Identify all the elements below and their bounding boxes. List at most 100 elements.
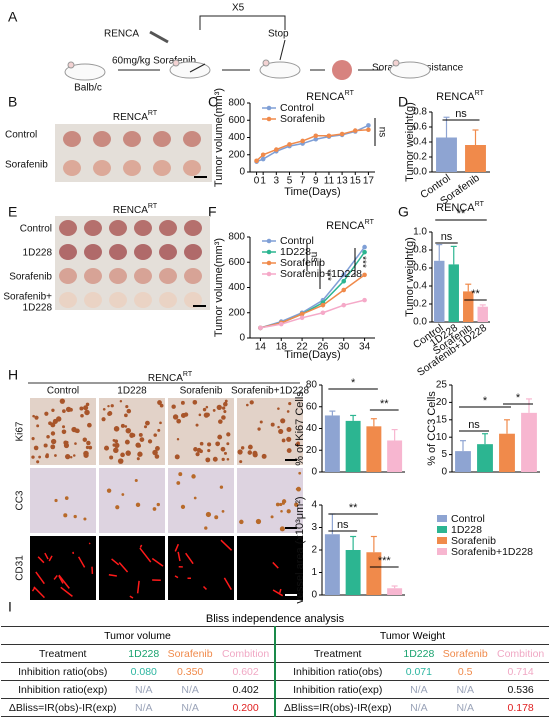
table-cell: N/A [163, 680, 218, 699]
stained-cell [176, 437, 180, 441]
title-text: RENCA [326, 220, 365, 232]
significance: * [516, 392, 521, 404]
table-cell: 0.402 [217, 680, 275, 699]
stained-cell [43, 443, 48, 448]
stained-cell [137, 451, 143, 457]
stained-cell [252, 452, 258, 458]
stained-cell [226, 432, 231, 437]
stained-cell [277, 425, 280, 429]
stained-cell [157, 400, 162, 405]
title-superscript: RT [345, 90, 355, 97]
tumor [159, 244, 177, 260]
stained-cell [296, 486, 301, 492]
data-point [341, 278, 347, 284]
tumor [134, 220, 152, 236]
stained-cell [33, 445, 39, 451]
stained-cell [44, 411, 49, 416]
table-cell: N/A [438, 680, 493, 699]
stained-cell [279, 502, 283, 507]
bar [477, 306, 488, 322]
stained-cell [125, 427, 132, 434]
row-label: 1D228 [23, 248, 53, 259]
stained-cell [124, 413, 128, 418]
tumor [134, 244, 152, 260]
stained-cell [216, 404, 222, 411]
bliss-table: Bliss independence analysis Tumor volume T… [0, 612, 550, 721]
vessel [44, 552, 49, 560]
stained-cell [245, 403, 249, 407]
tumor [183, 160, 201, 176]
data-point [341, 272, 347, 278]
table-cell: 0.200 [217, 698, 275, 717]
header-cell: Treatment [273, 644, 400, 663]
bar [345, 420, 361, 472]
significance: * [483, 395, 488, 407]
stained-cell [159, 403, 164, 408]
table-cell: N/A [124, 680, 164, 699]
stained-cell [32, 414, 35, 418]
stained-cell [183, 412, 189, 417]
stained-cell [31, 455, 35, 459]
stained-cell [286, 436, 292, 442]
tumor [159, 220, 177, 236]
stained-cell [56, 416, 62, 422]
data-point [300, 138, 305, 144]
x-tick-label: 15 [350, 176, 362, 187]
group-title: Tumor volume [1, 626, 275, 645]
x-tick-label: 34 [359, 342, 371, 353]
title-text: RENCA [113, 112, 148, 123]
stained-cell [280, 418, 286, 424]
series-line [260, 246, 366, 329]
title-superscript: RT [365, 219, 375, 226]
bar [366, 552, 382, 595]
stained-cell [73, 514, 77, 519]
stained-cell [202, 407, 207, 412]
stained-cell [62, 425, 66, 429]
stained-cell [125, 404, 129, 409]
arrow [279, 39, 286, 61]
tumor [123, 131, 141, 147]
table-cell: 0.178 [492, 698, 549, 717]
stained-cell [199, 441, 204, 446]
panel-title: RENCART [113, 110, 158, 122]
data-point [260, 156, 266, 162]
vessel [279, 588, 282, 594]
data-point [326, 133, 332, 139]
group-title: Tumor Weight [273, 626, 549, 645]
table: Tumor volume Tumor Weight Treatment 1D228 So… [1, 626, 549, 717]
stained-cell [223, 401, 228, 407]
legend-label: Sorafenib+1D228 [280, 268, 362, 280]
ihc-image [237, 468, 303, 533]
stained-cell [288, 402, 292, 406]
stained-cell [261, 453, 267, 459]
table-row: Inhibition ratio(exp) N/A N/A 0.402 Inhibiti… [1, 680, 549, 699]
legend-label: Control [451, 513, 485, 525]
vessel [174, 543, 180, 552]
series-line [260, 274, 366, 329]
stained-cell [134, 478, 138, 483]
y-tick-label: 0.0 [413, 317, 427, 328]
legend-swatch [437, 537, 447, 544]
stained-cell [54, 454, 57, 457]
stained-cell [135, 502, 141, 508]
table-cell: N/A [124, 698, 164, 717]
stained-cell [126, 408, 132, 414]
vessel [88, 542, 91, 545]
schematic-text: RENCA [104, 29, 139, 40]
stained-cell [226, 442, 230, 446]
table-cell: ΔBliss=IR(obs)-IR(exp) [1, 698, 125, 717]
table-cell: N/A [399, 698, 439, 717]
stained-cell [195, 423, 199, 427]
stained-cell [219, 485, 224, 489]
y-tick-label: 1.0 [413, 227, 427, 238]
tumor [59, 220, 77, 236]
ihc-image [30, 536, 96, 600]
tumor [184, 220, 202, 236]
mouse-ear [392, 59, 400, 67]
stained-cell [279, 526, 285, 532]
stained-cell [278, 428, 284, 434]
significance: * [351, 377, 356, 389]
y-axis-label: % of CC3 Cells [426, 391, 438, 466]
title-superscript: RT [475, 201, 485, 208]
stained-cell [223, 410, 227, 414]
